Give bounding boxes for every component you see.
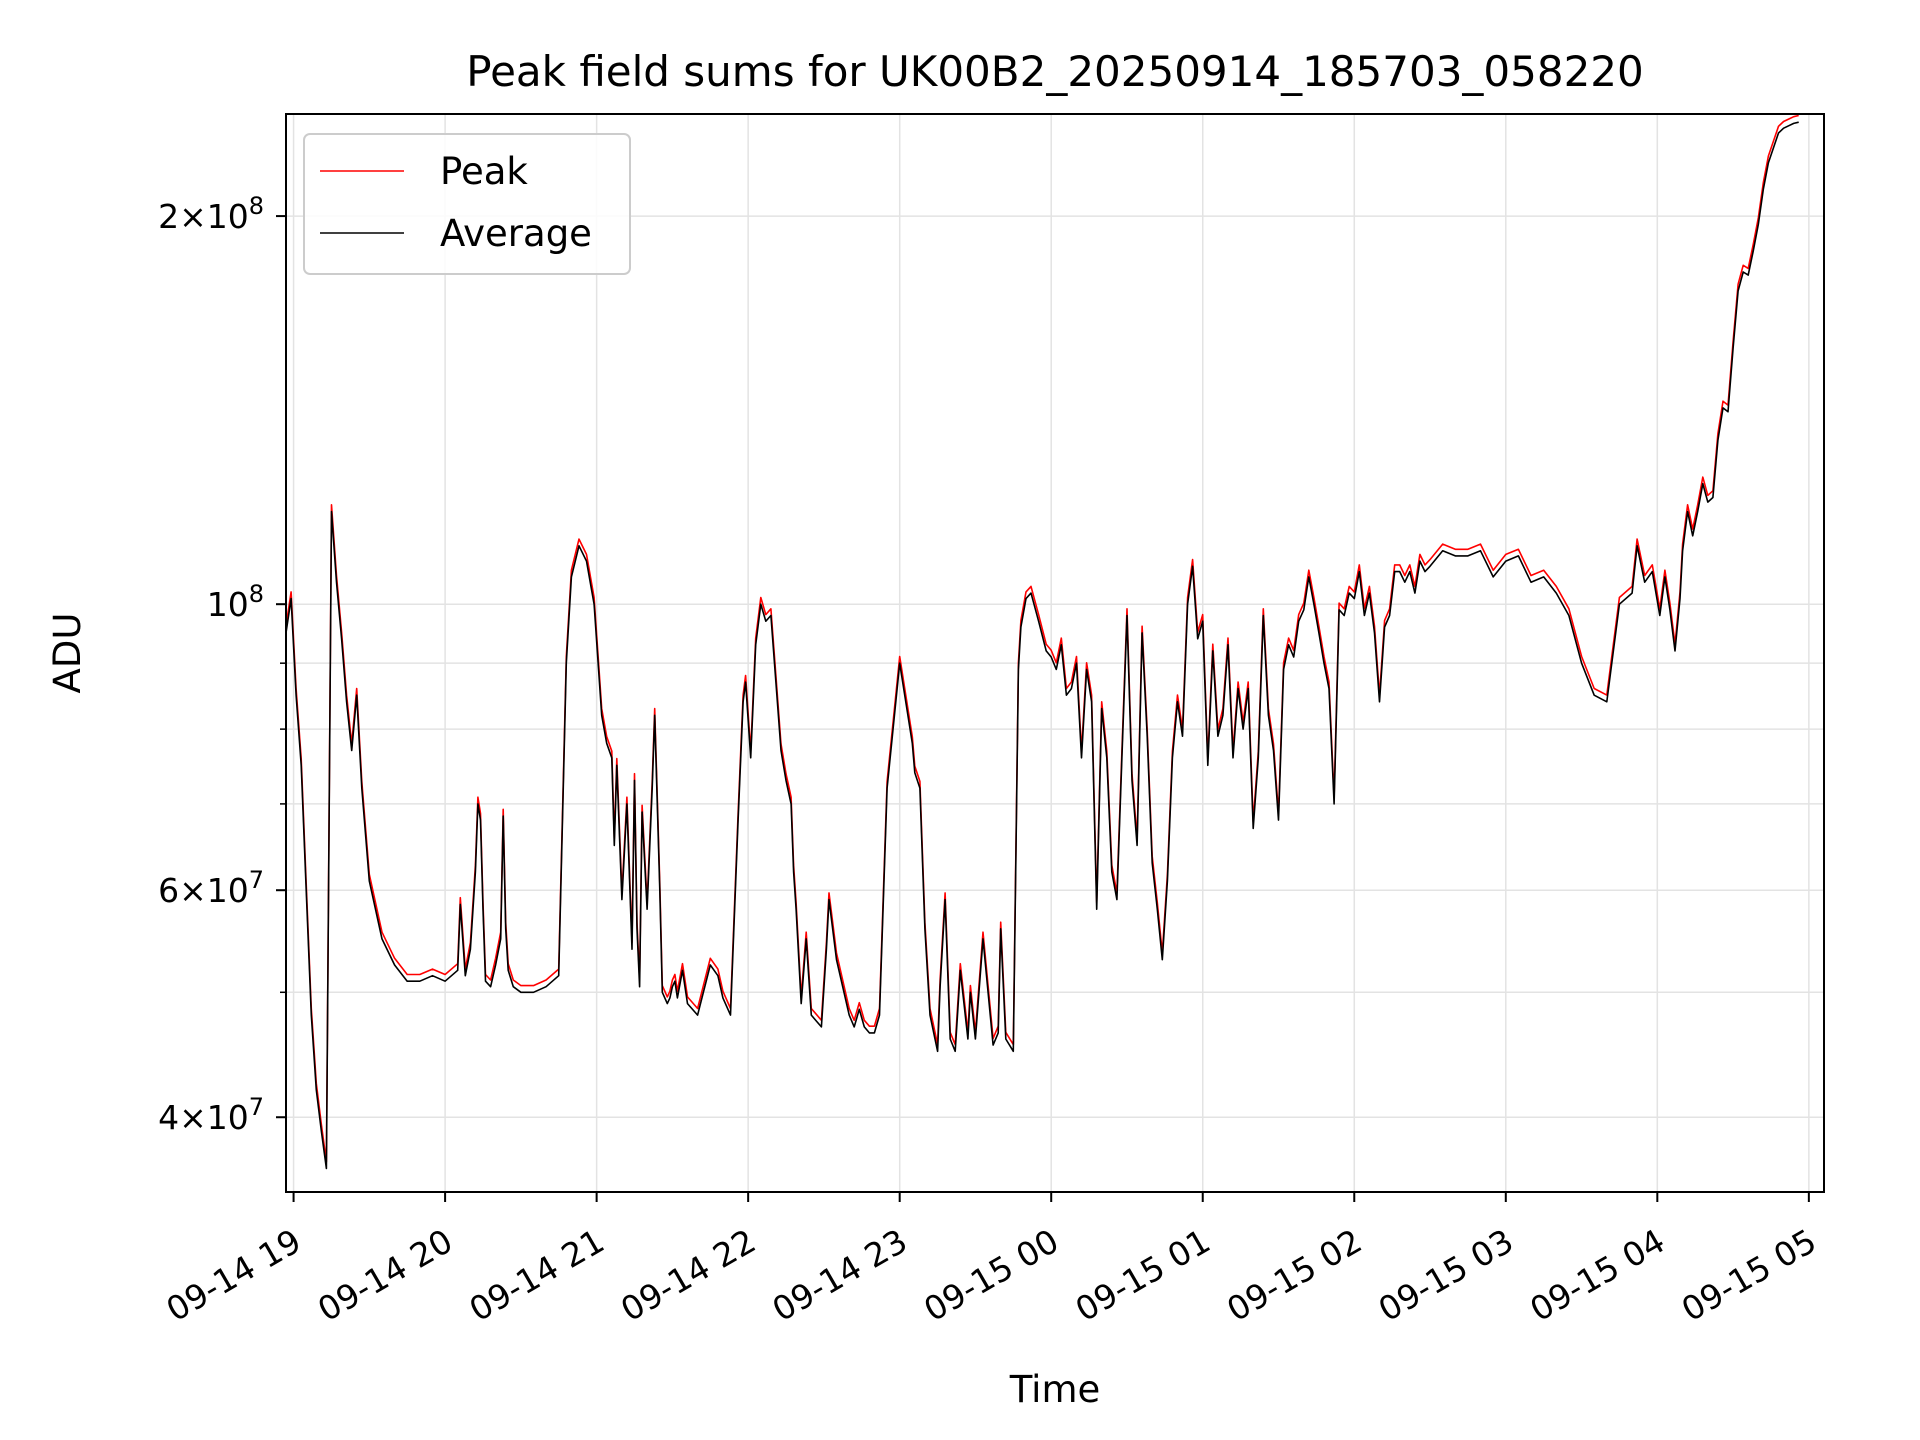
y-tick-label: 2×108 xyxy=(158,192,264,236)
chart-title: Peak field sums for UK00B2_20250914_1857… xyxy=(466,47,1644,96)
legend-label-peak: Peak xyxy=(440,150,528,193)
x-axis-label: Time xyxy=(1009,1368,1101,1411)
y-tick-label: 4×107 xyxy=(158,1093,264,1137)
y-tick-label: 108 xyxy=(207,580,264,624)
legend-label-average: Average xyxy=(440,212,592,255)
legend-box xyxy=(303,133,631,275)
legend: Peak Average xyxy=(303,133,631,275)
series-line-average xyxy=(285,121,1799,1170)
series-lines xyxy=(285,114,1799,1170)
y-axis-label: ADU xyxy=(46,613,89,694)
y-tick-label: 6×107 xyxy=(158,866,264,910)
y-axis-ticks: 4×107 6×107 108 2×108 xyxy=(158,192,286,1137)
grid-lines xyxy=(286,114,1824,1192)
plot-area-frame xyxy=(285,113,1825,1193)
